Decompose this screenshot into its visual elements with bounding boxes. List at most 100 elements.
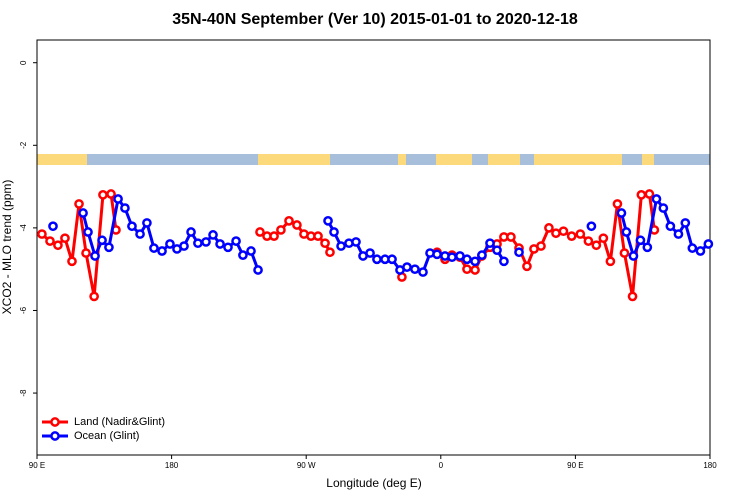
data-point bbox=[695, 246, 706, 256]
data-point bbox=[351, 237, 361, 247]
land-band bbox=[642, 154, 654, 165]
data-point bbox=[703, 239, 714, 249]
data-point bbox=[627, 291, 638, 302]
plot-frame bbox=[36, 39, 711, 456]
data-point bbox=[67, 256, 77, 267]
data-point bbox=[201, 237, 211, 247]
land-band bbox=[436, 154, 472, 165]
legend-label: Ocean (Glint) bbox=[74, 430, 139, 442]
data-point bbox=[658, 203, 669, 213]
legend-marker bbox=[50, 431, 60, 441]
data-point bbox=[238, 250, 248, 260]
data-point bbox=[45, 236, 55, 246]
data-point bbox=[149, 243, 159, 253]
data-point bbox=[619, 248, 630, 258]
y-tick-label: -6 bbox=[19, 306, 28, 314]
data-point bbox=[372, 254, 382, 265]
data-point bbox=[215, 239, 225, 249]
data-point bbox=[616, 208, 627, 218]
data-point bbox=[522, 261, 532, 272]
data-point bbox=[127, 221, 137, 232]
data-point bbox=[231, 236, 241, 246]
data-point bbox=[687, 243, 698, 253]
data-point bbox=[329, 227, 339, 237]
data-point bbox=[253, 265, 263, 275]
data-point bbox=[514, 247, 524, 258]
data-point bbox=[165, 239, 175, 249]
data-point bbox=[276, 225, 286, 235]
y-axis-label: XCO2 - MLO trend (ppm) bbox=[0, 180, 14, 315]
data-point bbox=[120, 203, 130, 213]
data-point bbox=[325, 247, 335, 258]
data-point bbox=[284, 216, 294, 226]
data-point bbox=[462, 254, 472, 265]
y-tick-label: 0 bbox=[19, 60, 28, 65]
data-point bbox=[48, 221, 58, 232]
data-point bbox=[74, 199, 84, 209]
data-point bbox=[612, 199, 623, 209]
data-point bbox=[598, 233, 609, 244]
data-point bbox=[447, 252, 457, 263]
x-axis-label: Longitude (deg E) bbox=[326, 476, 421, 490]
data-point bbox=[605, 256, 616, 267]
data-point bbox=[292, 220, 302, 230]
data-point bbox=[462, 264, 472, 275]
land-band bbox=[488, 154, 520, 165]
land-band bbox=[37, 154, 87, 165]
data-point bbox=[78, 208, 88, 218]
data-point bbox=[410, 264, 420, 275]
data-point bbox=[336, 241, 346, 251]
series-line bbox=[81, 197, 260, 271]
land-band bbox=[258, 154, 330, 165]
y-tick-label: -8 bbox=[19, 389, 28, 397]
data-point bbox=[470, 265, 480, 275]
ocean-band bbox=[37, 154, 710, 165]
data-point bbox=[37, 229, 47, 239]
data-point bbox=[558, 226, 569, 237]
data-point bbox=[179, 241, 189, 251]
data-point bbox=[470, 256, 480, 267]
x-tick-label: 180 bbox=[165, 461, 179, 470]
y-tick-label: -2 bbox=[19, 141, 28, 149]
data-point bbox=[89, 291, 99, 302]
data-point bbox=[544, 223, 554, 233]
y-tick-label: -4 bbox=[19, 224, 28, 232]
data-point bbox=[636, 190, 647, 200]
data-point bbox=[60, 233, 70, 244]
data-point bbox=[142, 218, 152, 228]
data-point bbox=[186, 227, 196, 237]
data-point bbox=[644, 189, 655, 199]
x-tick-label: 90 E bbox=[29, 461, 45, 470]
data-point bbox=[387, 254, 397, 265]
data-point bbox=[157, 246, 167, 256]
data-point bbox=[432, 249, 442, 260]
data-point bbox=[255, 227, 265, 237]
data-point bbox=[583, 236, 594, 246]
data-point bbox=[313, 231, 323, 241]
data-point bbox=[477, 250, 487, 260]
data-point bbox=[104, 242, 114, 253]
data-point bbox=[680, 218, 691, 228]
data-point bbox=[97, 235, 107, 246]
data-point bbox=[536, 241, 546, 251]
x-tick-label: 0 bbox=[439, 461, 444, 470]
x-tick-label: 90 W bbox=[297, 461, 316, 470]
land-ocean-strip bbox=[37, 154, 710, 165]
data-point bbox=[90, 251, 100, 261]
data-point bbox=[591, 240, 602, 251]
data-point bbox=[642, 242, 653, 253]
data-point bbox=[135, 229, 145, 239]
data-point bbox=[98, 190, 108, 200]
chart-title: 35N-40N September (Ver 10) 2015-01-01 to… bbox=[172, 11, 578, 28]
legend: Land (Nadir&Glint) Ocean (Glint) bbox=[42, 416, 165, 442]
data-point bbox=[365, 248, 375, 258]
data-point bbox=[193, 238, 203, 249]
data-point bbox=[81, 248, 91, 258]
x-tick-label: 90 E bbox=[567, 461, 583, 470]
data-point bbox=[106, 189, 116, 199]
data-point bbox=[223, 242, 233, 253]
data-point bbox=[665, 221, 676, 232]
data-point bbox=[651, 194, 662, 204]
data-point bbox=[418, 267, 428, 277]
